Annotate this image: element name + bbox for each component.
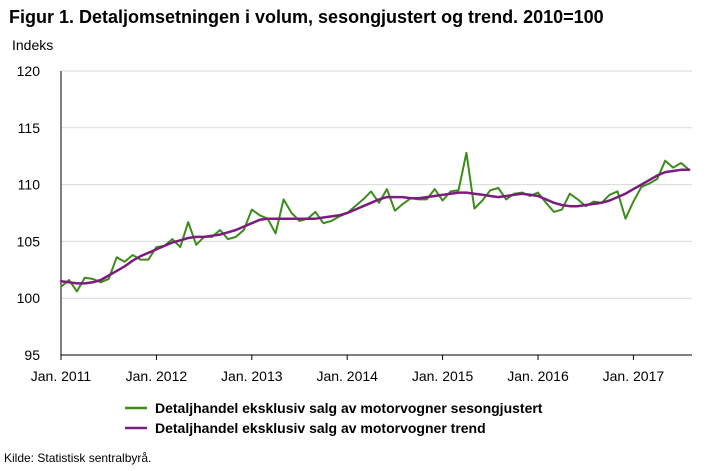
legend: Detaljhandel eksklusiv salg av motorvogn… [125, 400, 543, 436]
series-lines [59, 151, 691, 293]
y-tick-label: 120 [17, 63, 41, 79]
series-line-sesongjustert [60, 151, 691, 293]
legend-label: Detaljhandel eksklusiv salg av motorvogn… [155, 400, 543, 416]
y-tick-label: 110 [18, 177, 41, 193]
x-tick-label: Jan. 2012 [126, 368, 188, 384]
x-tick-label: Jan. 2017 [603, 368, 665, 384]
x-tick-label: Jan. 2015 [412, 368, 474, 384]
chart-title: Figur 1. Detaljomsetningen i volum, seso… [9, 7, 604, 27]
y-tick-labels: 95 100 105 110 115 120 [17, 63, 41, 363]
series-line-trend [59, 168, 691, 285]
x-tick-label: Jan. 2013 [221, 368, 283, 384]
y-tick-label: 95 [24, 347, 40, 363]
y-tick-label: 115 [18, 120, 41, 136]
axes [60, 71, 692, 360]
y-tick-label: 105 [17, 233, 41, 249]
source-note: Kilde: Statistisk sentralbyrå. [4, 451, 152, 465]
x-tick-label: Jan. 2014 [316, 368, 378, 384]
x-tick-label: Jan. 2016 [507, 368, 569, 384]
grid-lines [61, 70, 692, 299]
legend-label: Detaljhandel eksklusiv salg av motorvogn… [155, 420, 486, 436]
x-tick-label: Jan. 2011 [31, 368, 92, 384]
y-axis-label: Indeks [12, 37, 54, 53]
y-tick-label: 100 [17, 290, 41, 306]
x-tick-labels: Jan. 2011 Jan. 2012 Jan. 2013 Jan. 2014 Jan.… [31, 368, 665, 384]
